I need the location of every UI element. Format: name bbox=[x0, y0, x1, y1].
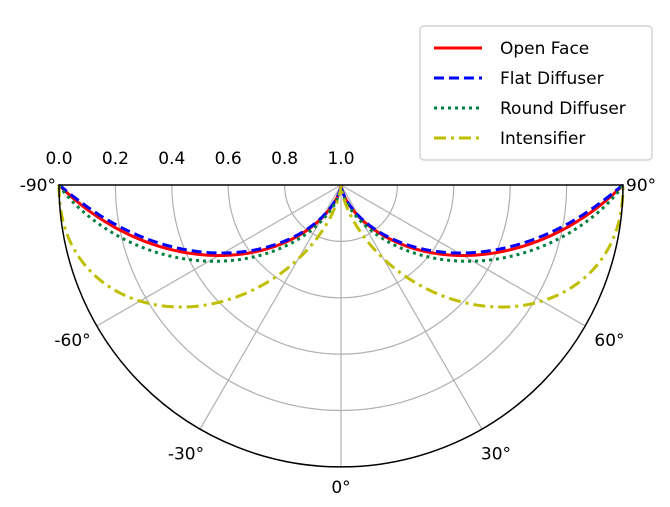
legend-label: Flat Diffuser bbox=[500, 69, 604, 89]
chart-frame bbox=[58, 184, 624, 468]
theta-tick-label: -30° bbox=[168, 444, 204, 464]
legend: Open Face Flat Diffuser Round Diffuser Inte… bbox=[419, 25, 653, 161]
r-tick-label: 1.0 bbox=[327, 149, 354, 169]
r-tick-label: 0.0 bbox=[45, 149, 72, 169]
legend-label: Intensifier bbox=[500, 129, 585, 149]
tick-labels: 1.0 0.8 0.6 0.4 0.2 0.0 -90° -60° -30° 0° 30° 60° 90… bbox=[20, 149, 656, 498]
series-line-flat-diffuser bbox=[58, 183, 624, 255]
grid-layer bbox=[96, 184, 586, 467]
theta-tick-label: 30° bbox=[481, 444, 511, 464]
legend-label: Round Diffuser bbox=[500, 99, 626, 119]
r-tick-label: 0.8 bbox=[271, 149, 298, 169]
legend-box bbox=[419, 25, 653, 161]
theta-tick-label: 90° bbox=[626, 176, 656, 196]
theta-tick-label: 0° bbox=[331, 478, 350, 498]
polar-frame bbox=[58, 184, 624, 468]
legend-label: Open Face bbox=[500, 39, 589, 59]
theta-tick-label: -90° bbox=[20, 176, 56, 196]
theta-tick-label: -60° bbox=[54, 331, 90, 351]
r-tick-label: 0.6 bbox=[215, 149, 242, 169]
grid-spoke-2 bbox=[199, 184, 342, 430]
theta-tick-label: 60° bbox=[594, 331, 624, 351]
r-tick-label: 0.4 bbox=[158, 149, 185, 169]
r-tick-label: 0.2 bbox=[102, 149, 129, 169]
